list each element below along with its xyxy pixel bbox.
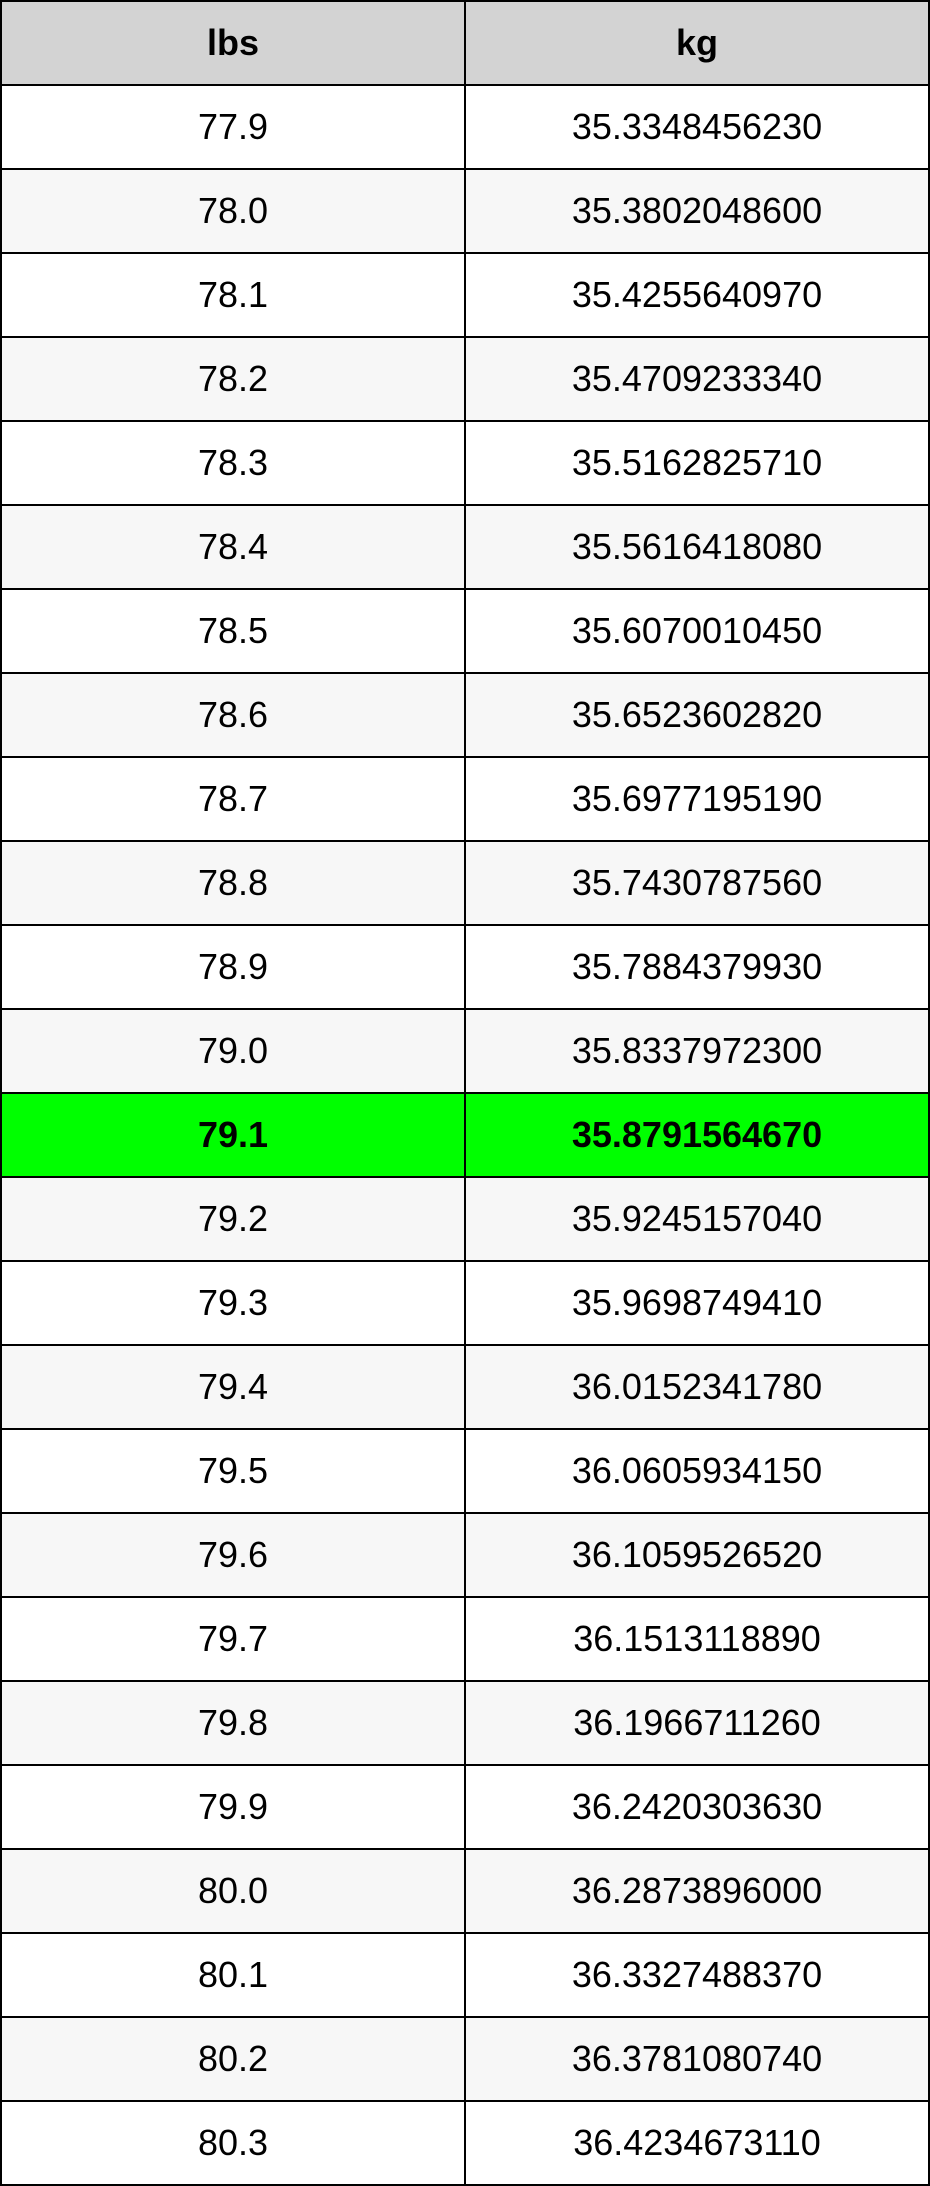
table-row: 78.735.6977195190 — [1, 757, 929, 841]
table-body: 77.935.334845623078.035.380204860078.135… — [1, 85, 929, 2185]
cell-lbs: 78.8 — [1, 841, 465, 925]
cell-lbs: 78.4 — [1, 505, 465, 589]
cell-lbs: 79.4 — [1, 1345, 465, 1429]
cell-lbs: 78.9 — [1, 925, 465, 1009]
cell-lbs: 79.9 — [1, 1765, 465, 1849]
cell-lbs: 79.6 — [1, 1513, 465, 1597]
cell-lbs: 79.0 — [1, 1009, 465, 1093]
header-kg: kg — [465, 1, 929, 85]
cell-kg: 35.9698749410 — [465, 1261, 929, 1345]
table-row: 78.635.6523602820 — [1, 673, 929, 757]
cell-lbs: 77.9 — [1, 85, 465, 169]
header-lbs: lbs — [1, 1, 465, 85]
cell-lbs: 80.0 — [1, 1849, 465, 1933]
table-row: 78.535.6070010450 — [1, 589, 929, 673]
cell-lbs: 79.7 — [1, 1597, 465, 1681]
conversion-table: lbs kg 77.935.334845623078.035.380204860… — [0, 0, 930, 2186]
cell-kg: 36.2873896000 — [465, 1849, 929, 1933]
cell-lbs: 78.1 — [1, 253, 465, 337]
cell-lbs: 79.5 — [1, 1429, 465, 1513]
table-row: 80.036.2873896000 — [1, 1849, 929, 1933]
table-row: 78.935.7884379930 — [1, 925, 929, 1009]
cell-lbs: 78.5 — [1, 589, 465, 673]
cell-kg: 35.9245157040 — [465, 1177, 929, 1261]
table-row: 79.436.0152341780 — [1, 1345, 929, 1429]
table-row: 79.536.0605934150 — [1, 1429, 929, 1513]
cell-lbs: 78.6 — [1, 673, 465, 757]
cell-lbs: 80.1 — [1, 1933, 465, 2017]
table-row: 79.636.1059526520 — [1, 1513, 929, 1597]
cell-kg: 36.4234673110 — [465, 2101, 929, 2185]
cell-kg: 35.4709233340 — [465, 337, 929, 421]
table-header: lbs kg — [1, 1, 929, 85]
cell-lbs: 79.3 — [1, 1261, 465, 1345]
table-row: 80.236.3781080740 — [1, 2017, 929, 2101]
header-row: lbs kg — [1, 1, 929, 85]
cell-kg: 35.8791564670 — [465, 1093, 929, 1177]
cell-lbs: 78.3 — [1, 421, 465, 505]
cell-lbs: 79.8 — [1, 1681, 465, 1765]
table-row: 79.736.1513118890 — [1, 1597, 929, 1681]
cell-lbs: 80.2 — [1, 2017, 465, 2101]
cell-kg: 35.7884379930 — [465, 925, 929, 1009]
table-row: 79.836.1966711260 — [1, 1681, 929, 1765]
table-row: 78.135.4255640970 — [1, 253, 929, 337]
table-row: 79.035.8337972300 — [1, 1009, 929, 1093]
cell-kg: 35.5162825710 — [465, 421, 929, 505]
table-row: 78.035.3802048600 — [1, 169, 929, 253]
table-row: 79.235.9245157040 — [1, 1177, 929, 1261]
table-row: 79.135.8791564670 — [1, 1093, 929, 1177]
cell-lbs: 78.7 — [1, 757, 465, 841]
cell-lbs: 79.1 — [1, 1093, 465, 1177]
cell-kg: 36.2420303630 — [465, 1765, 929, 1849]
cell-kg: 35.6070010450 — [465, 589, 929, 673]
cell-lbs: 80.3 — [1, 2101, 465, 2185]
table-row: 77.935.3348456230 — [1, 85, 929, 169]
table-row: 79.335.9698749410 — [1, 1261, 929, 1345]
cell-kg: 35.5616418080 — [465, 505, 929, 589]
table-row: 78.835.7430787560 — [1, 841, 929, 925]
cell-kg: 36.0605934150 — [465, 1429, 929, 1513]
table-row: 80.136.3327488370 — [1, 1933, 929, 2017]
cell-lbs: 79.2 — [1, 1177, 465, 1261]
cell-lbs: 78.2 — [1, 337, 465, 421]
cell-kg: 35.6523602820 — [465, 673, 929, 757]
table-row: 78.435.5616418080 — [1, 505, 929, 589]
cell-kg: 36.1059526520 — [465, 1513, 929, 1597]
cell-kg: 35.8337972300 — [465, 1009, 929, 1093]
cell-kg: 35.7430787560 — [465, 841, 929, 925]
cell-kg: 36.3781080740 — [465, 2017, 929, 2101]
cell-kg: 36.0152341780 — [465, 1345, 929, 1429]
cell-kg: 36.1513118890 — [465, 1597, 929, 1681]
cell-kg: 35.3348456230 — [465, 85, 929, 169]
table-row: 78.335.5162825710 — [1, 421, 929, 505]
cell-kg: 35.4255640970 — [465, 253, 929, 337]
table-row: 79.936.2420303630 — [1, 1765, 929, 1849]
cell-kg: 36.1966711260 — [465, 1681, 929, 1765]
table-row: 78.235.4709233340 — [1, 337, 929, 421]
cell-lbs: 78.0 — [1, 169, 465, 253]
table-row: 80.336.4234673110 — [1, 2101, 929, 2185]
cell-kg: 36.3327488370 — [465, 1933, 929, 2017]
cell-kg: 35.3802048600 — [465, 169, 929, 253]
cell-kg: 35.6977195190 — [465, 757, 929, 841]
